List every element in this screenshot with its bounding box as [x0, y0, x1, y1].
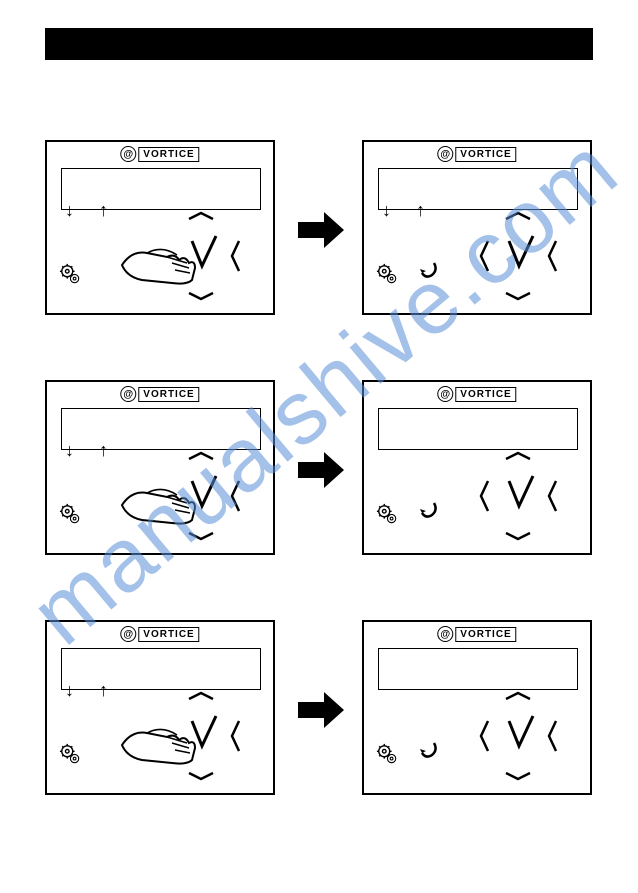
logo-bar: @ VORTICE — [437, 386, 516, 402]
display-screen — [61, 648, 261, 690]
display-screen — [378, 648, 578, 690]
display-screen — [378, 168, 578, 210]
gear-icon — [376, 503, 398, 525]
panel-left-1: @ VORTICE ↓ ↑ — [45, 140, 275, 315]
display-screen — [61, 408, 261, 450]
logo-bar: @ VORTICE — [437, 146, 516, 162]
logo-swirl-icon: @ — [437, 626, 453, 642]
arrow-down-icon: ↓ — [382, 200, 391, 221]
logo-swirl-icon: @ — [120, 146, 136, 162]
nav-controls — [144, 211, 259, 301]
chevron-down-icon — [506, 533, 530, 539]
logo-text: VORTICE — [138, 387, 199, 402]
instruction-row-3: @ VORTICE ↓ ↑ — [45, 620, 595, 800]
chevron-right-icon — [549, 721, 556, 751]
arrow-down-icon: ↓ — [65, 200, 74, 221]
chevron-left-icon — [481, 481, 488, 511]
back-icon[interactable] — [416, 737, 442, 763]
arrow-up-icon: ↑ — [99, 440, 108, 461]
display-screen — [61, 168, 261, 210]
chevron-right-icon — [549, 241, 556, 271]
transition-arrow-icon — [296, 210, 346, 250]
check-icon — [509, 716, 533, 746]
chevron-down-icon — [506, 293, 530, 299]
transition-arrow-icon — [296, 450, 346, 490]
check-icon — [509, 476, 533, 506]
arrow-up-icon: ↑ — [99, 200, 108, 221]
chevron-down-icon — [506, 773, 530, 779]
chevron-right-icon — [549, 481, 556, 511]
panel-left-3: @ VORTICE ↓ ↑ — [45, 620, 275, 795]
panel-right-1: @ VORTICE ↓ ↑ — [362, 140, 592, 315]
logo-text: VORTICE — [138, 147, 199, 162]
nav-controls — [461, 211, 576, 301]
logo-swirl-icon: @ — [120, 386, 136, 402]
gear-icon — [376, 743, 398, 765]
logo-bar: @ VORTICE — [437, 626, 516, 642]
arrow-up-icon: ↑ — [99, 680, 108, 701]
logo-text: VORTICE — [455, 147, 516, 162]
logo-swirl-icon: @ — [437, 146, 453, 162]
instruction-row-2: @ VORTICE ↓ ↑ — [45, 380, 595, 560]
arrow-down-icon: ↓ — [65, 680, 74, 701]
chevron-up-icon — [506, 693, 530, 699]
logo-swirl-icon: @ — [120, 626, 136, 642]
gear-icon — [376, 263, 398, 285]
back-icon[interactable] — [416, 497, 442, 523]
chevron-left-icon — [481, 241, 488, 271]
logo-swirl-icon: @ — [437, 386, 453, 402]
check-icon — [509, 236, 533, 266]
panel-right-3: @ VORTICE — [362, 620, 592, 795]
nav-controls — [461, 451, 576, 541]
nav-controls — [144, 691, 259, 781]
display-screen — [378, 408, 578, 450]
panel-right-2: @ VORTICE — [362, 380, 592, 555]
transition-arrow-icon — [296, 690, 346, 730]
panel-left-2: @ VORTICE ↓ ↑ — [45, 380, 275, 555]
arrow-down-icon: ↓ — [65, 440, 74, 461]
nav-controls — [144, 451, 259, 541]
back-icon[interactable] — [416, 257, 442, 283]
gear-icon — [59, 503, 81, 525]
gear-icon — [59, 743, 81, 765]
header-bar — [45, 28, 593, 60]
arrow-up-icon: ↑ — [416, 200, 425, 221]
logo-bar: @ VORTICE — [120, 146, 199, 162]
chevron-up-icon — [506, 453, 530, 459]
logo-text: VORTICE — [455, 387, 516, 402]
chevron-up-icon — [506, 213, 530, 219]
gear-icon — [59, 263, 81, 285]
nav-controls — [461, 691, 576, 781]
logo-bar: @ VORTICE — [120, 386, 199, 402]
logo-text: VORTICE — [138, 627, 199, 642]
logo-bar: @ VORTICE — [120, 626, 199, 642]
instruction-row-1: @ VORTICE ↓ ↑ — [45, 140, 595, 320]
chevron-left-icon — [481, 721, 488, 751]
logo-text: VORTICE — [455, 627, 516, 642]
